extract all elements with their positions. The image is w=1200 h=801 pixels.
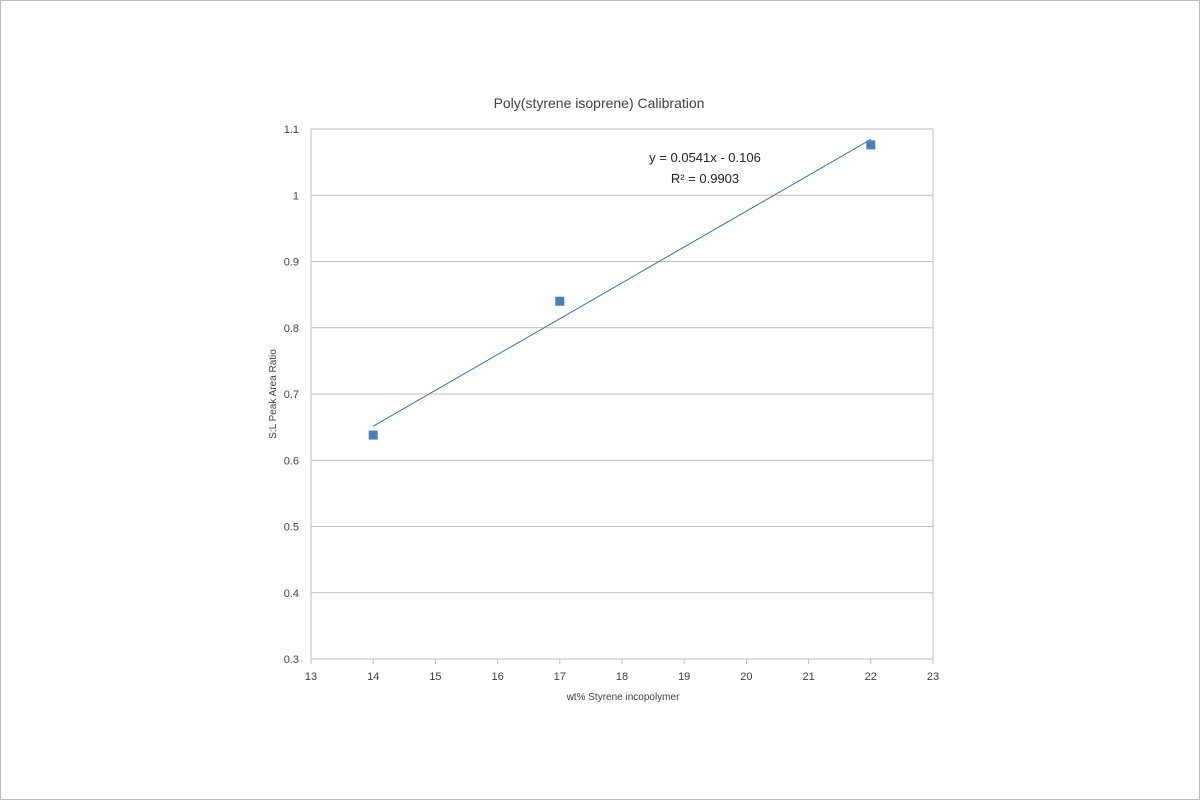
x-tick-label: 21 <box>802 671 814 683</box>
data-point <box>866 140 876 150</box>
x-tick-label: 19 <box>678 671 690 683</box>
y-axis-ticks: 0.3 0.4 0.5 0.6 0.7 0.8 0.9 1 1.1 <box>284 124 299 666</box>
x-axis-title: wt% Styrene incopolymer <box>566 692 680 703</box>
x-tick-label: 18 <box>616 671 628 683</box>
chart-title: Poly(styrene isoprene) Calibration <box>494 95 705 111</box>
x-tick-label: 22 <box>865 671 877 683</box>
y-tick-label: 0.6 <box>284 455 299 467</box>
data-point <box>368 430 378 440</box>
trendline-r-squared: R² = 0.9903 <box>671 171 739 186</box>
y-tick-label: 0.5 <box>284 522 299 534</box>
y-tick-label: 0.7 <box>284 389 299 401</box>
y-tick-label: 0.8 <box>284 323 299 335</box>
x-tick-label: 16 <box>491 671 503 683</box>
y-tick-label: 0.4 <box>284 588 299 600</box>
trendline <box>372 139 872 427</box>
data-point <box>555 296 565 306</box>
y-tick-label: 1 <box>293 190 299 202</box>
x-tick-label: 20 <box>740 671 752 683</box>
trendline-equation: y = 0.0541x - 0.106 <box>649 150 761 165</box>
x-tick-label: 14 <box>367 671 379 683</box>
x-axis-ticks: 13 14 15 16 17 18 19 20 21 22 23 <box>305 659 939 683</box>
data-points <box>368 140 876 440</box>
x-tick-label: 23 <box>927 671 939 683</box>
y-tick-label: 0.9 <box>284 257 299 269</box>
x-tick-label: 15 <box>429 671 441 683</box>
y-tick-label: 1.1 <box>284 124 299 136</box>
gridlines <box>311 128 933 660</box>
x-tick-label: 17 <box>554 671 566 683</box>
y-axis-title: S:L Peak Area Ratio <box>268 349 279 439</box>
x-tick-label: 13 <box>305 671 317 683</box>
y-tick-label: 0.3 <box>284 654 299 666</box>
